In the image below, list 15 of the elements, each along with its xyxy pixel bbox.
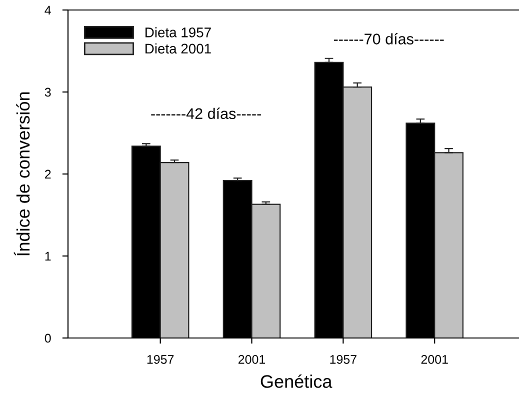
- y-axis-title: Índice de conversión: [14, 92, 30, 256]
- x-tick-label: 2001: [238, 354, 266, 364]
- x-axis-title: Genética: [260, 374, 332, 388]
- legend-label: Dieta 2001: [146, 43, 211, 54]
- y-tick-label: 3: [44, 88, 51, 97]
- y-tick-label: 4: [44, 6, 51, 15]
- legend-label: Dieta 1957: [146, 27, 211, 38]
- x-tick-label: 1957: [147, 354, 174, 364]
- y-tick-label: 2: [45, 170, 51, 179]
- y-tick-label: 0: [44, 334, 51, 343]
- annotation: ------70 días------: [334, 33, 444, 44]
- annotation: -------42 días-----: [151, 108, 261, 120]
- x-tick-label: 2001: [421, 354, 448, 364]
- y-tick-label: 1: [45, 252, 51, 261]
- x-tick-label: 1957: [330, 354, 356, 364]
